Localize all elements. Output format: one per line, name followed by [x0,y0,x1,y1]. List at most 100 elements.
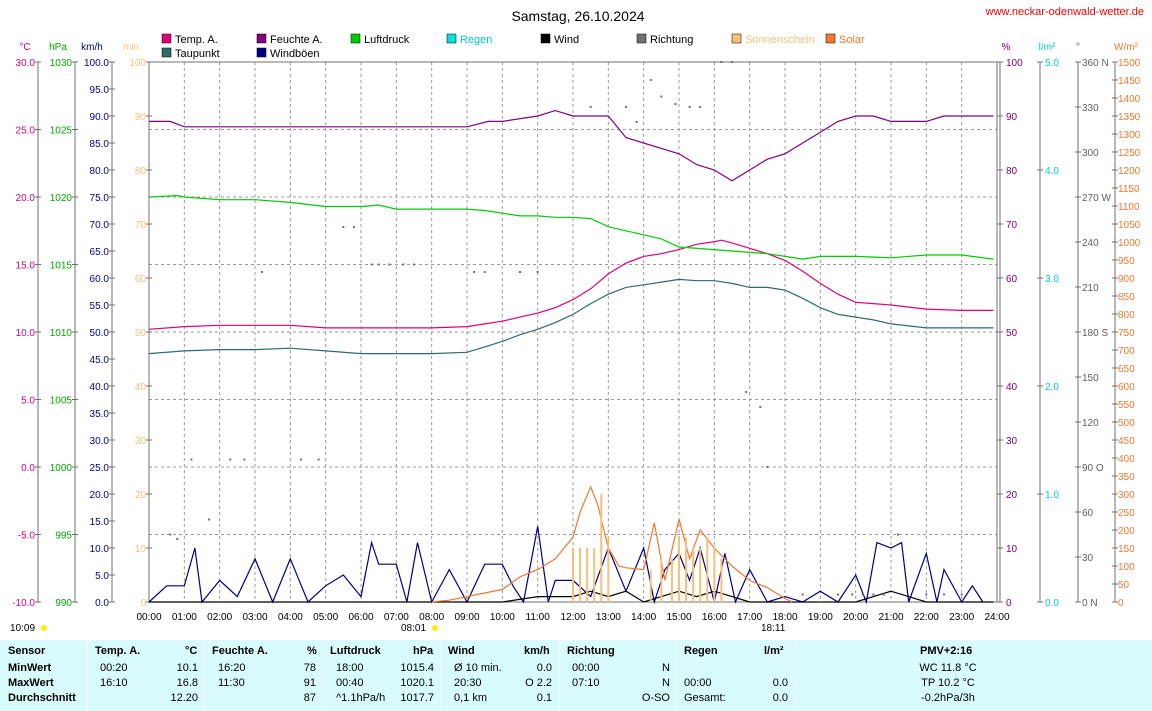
x-tick-label: 01:00 [172,612,197,623]
unit-direction: ° [1076,42,1080,53]
weather-chart: Samstag, 26.10.2024 www.neckar-odenwald-… [10,6,1144,634]
tick-label-solar: 800 [1118,310,1135,321]
direction-point [370,263,373,266]
direction-point [413,263,415,266]
tick-label-pressure: 1000 [50,463,73,474]
sun-icon [41,625,47,631]
stat-h-time: 16:20 [218,662,246,674]
tick-label-sun: 30 [135,436,147,447]
stat-h-val: 78 [303,662,316,674]
direction-point [402,263,405,266]
legend-swatch [731,33,742,44]
tick-label-rain: 4.0 [1045,166,1059,177]
direction-point [745,391,748,393]
sun-marks: 10:09 08:01 18:11 [10,623,786,634]
x-tick-label: 11:00 [526,612,551,623]
tick-label-solar: 700 [1118,346,1135,357]
direction-point [897,533,900,536]
tick-label-wind: 60.0 [90,274,110,285]
tick-label-temp: -5.0 [18,531,36,542]
tick-label-wind: 20.0 [90,490,110,501]
tick-label-wind: 90.0 [90,112,110,123]
stat-w-lbl: 20:30 [454,677,482,689]
tick-label-temp: 10.0 [16,328,36,339]
direction-point [699,106,702,108]
x-tick-label: 17:00 [737,612,762,623]
legend-label: Sonnenschein [745,34,815,46]
tick-label-rain: 0.0 [1045,598,1059,609]
tick-label-solar: 500 [1118,418,1135,429]
tick-label-sun: 0 [140,598,146,609]
tick-label-direction: 330 [1082,103,1099,114]
header-pressure-unit: hPa [413,645,434,657]
tick-label-sun: 70 [135,220,147,231]
stat-t-val: 16.8 [176,677,198,689]
tick-label-temp: 25.0 [16,126,36,137]
tick-label-solar: 300 [1118,490,1135,501]
series-feuchte-a [149,109,994,182]
direction-point [851,593,854,596]
stat-extra: -0.2hPa/3h [921,692,975,704]
tick-label-solar: 100 [1118,562,1135,573]
legend-swatch [256,47,267,58]
header-pressure: Luftdruck [330,645,381,657]
series-temp-a [148,239,994,330]
tick-label-temp: 30.0 [16,58,36,69]
chart-grid [148,61,998,603]
series-luftdruck [148,194,994,260]
x-tick-label: 22:00 [914,612,939,623]
direction-point [536,271,539,273]
unit-pressure: hPa [49,42,67,53]
tick-label-solar: 1500 [1118,58,1141,69]
direction-point [801,593,804,596]
direction-point [720,61,723,63]
stat-p-val: 1020.1 [400,677,434,689]
x-tick-label: 02:00 [207,612,232,623]
stat-r-dir: N [662,662,670,674]
legend-label: Feuchte A. [270,34,323,46]
site-url[interactable]: www.neckar-odenwald-wetter.de [985,6,1144,18]
tick-label-direction: 360 N [1082,58,1109,69]
stat-p-val: 1015.4 [400,662,434,674]
legend-label: Taupunkt [175,48,220,60]
header-wind: Wind [448,645,475,657]
tick-label-solar: 1000 [1118,238,1141,249]
unit-rain: l/m² [1039,42,1056,53]
x-tick-label: 15:00 [666,612,691,623]
tick-label-solar: 1150 [1118,184,1140,195]
stat-label: MaxWert [8,677,54,689]
tick-label-wind: 5.0 [95,571,109,582]
chart-series [148,61,994,605]
tick-label-sun: 40 [135,382,147,393]
header-rain-unit: l/m² [764,645,784,657]
legend-label: Regen [460,34,492,46]
tick-label-solar: 450 [1118,436,1135,447]
series-taupunkt [148,278,994,355]
direction-point [819,601,822,603]
start-time-label: 10:09 [10,623,35,634]
stat-r-dir: O-SO [641,692,670,704]
tick-label-humidity: 50 [1006,328,1018,339]
legend-label: Luftdruck [364,34,410,46]
tick-label-humidity: 100 [1006,58,1023,69]
direction-point [473,271,476,273]
x-tick-label: 00:00 [136,612,161,623]
tick-label-sun: 90 [135,112,147,123]
tick-label-humidity: 80 [1006,166,1018,177]
tick-label-temp: -10.0 [12,598,35,609]
tick-label-sun: 100 [129,58,146,69]
legend-swatch [256,33,267,44]
x-tick-label: 19:00 [808,612,833,623]
tick-label-sun: 50 [135,328,147,339]
tick-label-wind: 50.0 [90,328,110,339]
tick-label-wind: 45.0 [90,355,110,366]
stat-w-lbl: Ø 10 min. [454,662,502,674]
stat-rain-time: Gesamt: [684,692,726,704]
x-tick-label: 12:00 [560,612,585,623]
header-direction: Richtung [567,645,615,657]
tick-label-wind: 100.0 [84,58,109,69]
series-windb-en [148,526,984,605]
stat-extra: WC 11.8 °C [919,662,977,674]
tick-label-solar: 1300 [1118,130,1141,141]
tick-label-wind: 25.0 [90,463,110,474]
